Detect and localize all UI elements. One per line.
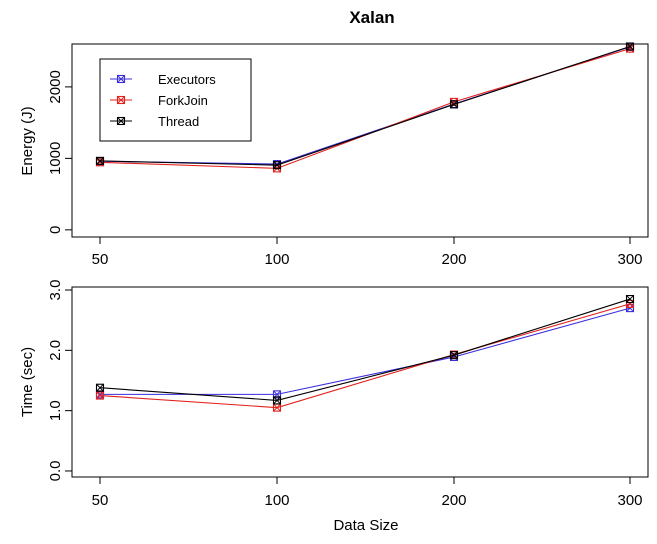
y-tick-label: 2000 <box>47 70 64 103</box>
y-tick-label: 1000 <box>47 142 64 175</box>
forkjoin-point <box>95 391 105 400</box>
legend: Executors ForkJoin Thread <box>99 58 252 142</box>
y-tick-label: 0.0 <box>47 461 64 482</box>
x-tick-label: 50 <box>92 251 109 268</box>
time-y-axis-label: Time (sec) <box>19 347 36 417</box>
thread-point <box>449 100 459 109</box>
thread-point <box>95 383 105 392</box>
energy-panel: Energy (J) 50 100 200 300 0 1000 2000 <box>19 42 649 268</box>
thread-series-line <box>99 298 631 401</box>
x-tick-label: 300 <box>617 492 642 509</box>
time-panel: Time (sec) Data Size 50 100 200 300 0.0 1.0 2.… <box>19 280 649 534</box>
chart-title: Xalan <box>349 8 394 27</box>
x-tick-label: 200 <box>441 492 466 509</box>
time-plot-frame <box>71 286 649 478</box>
x-axis-label: Data Size <box>333 517 398 534</box>
y-tick-label: 1.0 <box>47 400 64 421</box>
legend-item-forkjoin: ForkJoin <box>110 93 208 108</box>
x-tick-label: 100 <box>264 251 289 268</box>
y-tick-label: 0 <box>47 226 64 234</box>
x-tick-label: 300 <box>617 251 642 268</box>
thread-point <box>625 42 635 51</box>
legend-item-executors: Executors <box>110 72 216 87</box>
x-tick-label: 50 <box>92 492 109 509</box>
y-tick-label: 2.0 <box>47 340 64 361</box>
thread-point <box>95 156 105 165</box>
x-tick-label: 100 <box>264 492 289 509</box>
thread-point <box>272 161 282 170</box>
thread-series-line <box>99 45 631 166</box>
legend-label-executors: Executors <box>158 72 216 87</box>
legend-marker-thread <box>116 116 126 126</box>
thread-point <box>272 396 282 405</box>
energy-y-axis-label: Energy (J) <box>19 106 36 175</box>
legend-label-thread: Thread <box>158 114 199 129</box>
energy-plot-frame <box>71 43 649 238</box>
forkjoin-series-line <box>99 303 631 409</box>
x-tick-label: 200 <box>441 251 466 268</box>
legend-label-forkjoin: ForkJoin <box>158 93 208 108</box>
thread-point <box>449 351 459 360</box>
legend-item-thread: Thread <box>110 114 199 129</box>
y-tick-label: 3.0 <box>47 280 64 301</box>
thread-point <box>625 295 635 304</box>
legend-marker-executors <box>116 74 126 84</box>
legend-marker-forkjoin <box>116 95 126 105</box>
